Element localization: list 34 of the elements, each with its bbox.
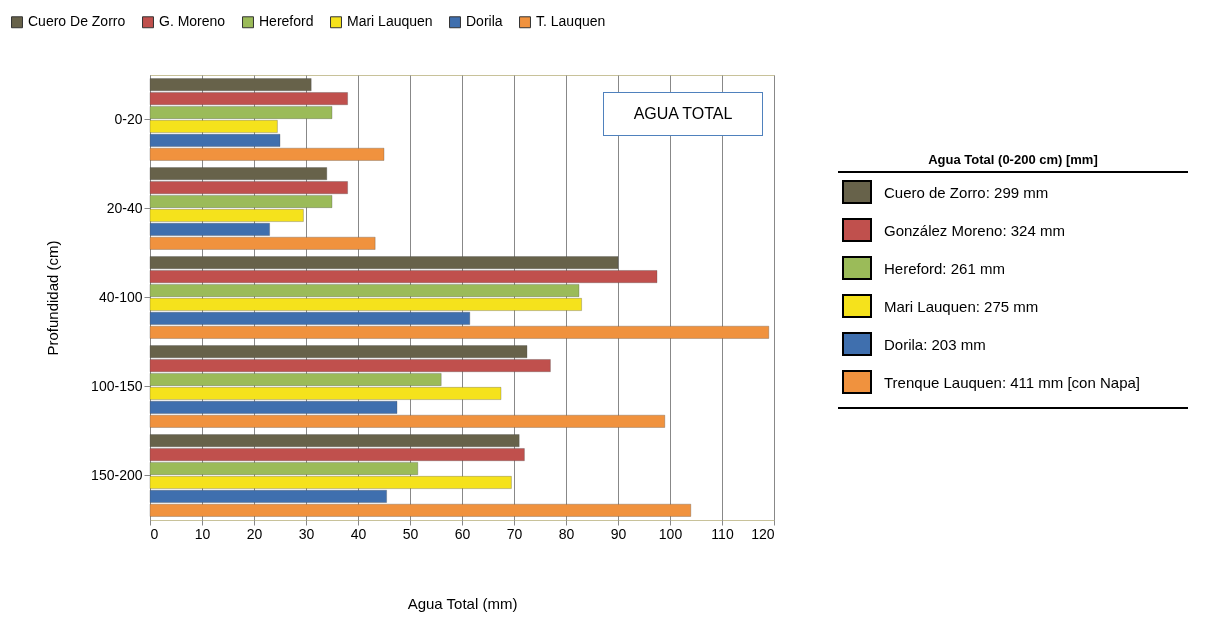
legend-label: T. Lauquen (536, 13, 606, 30)
x-tick-label: 70 (506, 525, 523, 542)
x-tick-label: 30 (298, 525, 315, 542)
text: González Moreno: 324 mm (884, 221, 1065, 239)
text: Mari Lauquen: 275 mm (884, 297, 1039, 315)
text: Trenque Lauquen: 411 mm [con Napa] (884, 373, 1140, 391)
x-tick-label: 120 (751, 525, 775, 542)
y-tick-label: 100-150 (91, 377, 143, 394)
x-tick-label: 20 (246, 525, 263, 542)
x-tick-label: 80 (558, 525, 575, 542)
legend-label: Dorila (466, 13, 503, 30)
y-tick-label: 0-20 (114, 110, 143, 127)
text: Agua Total (0-200 cm) [mm] (838, 152, 1188, 173)
legend-label: G. Moreno (159, 13, 226, 30)
y-axis-title: Profundidad (cm) (44, 240, 62, 356)
y-tick-label: 40-100 (98, 288, 143, 305)
x-tick-label: 60 (454, 525, 471, 542)
x-tick-label: 10 (194, 525, 211, 542)
y-tick-label: 20-40 (106, 199, 143, 216)
x-tick-label: 90 (610, 525, 627, 542)
y-tick-label: 150-200 (91, 466, 143, 483)
legend-label: Cuero De Zorro (28, 13, 126, 30)
legend-label: Hereford (259, 13, 314, 30)
x-tick-label: 110 (711, 525, 734, 542)
text: Cuero de Zorro: 299 mm (884, 183, 1049, 201)
text-box: AGUA TOTAL (603, 92, 763, 136)
text: Dorila: 203 mm (884, 335, 986, 353)
x-tick-label: 50 (402, 525, 419, 542)
x-tick-label: 0 (150, 525, 159, 542)
x-axis-title: Agua Total (mm) (407, 594, 518, 612)
x-tick-label: 40 (350, 525, 367, 542)
legend-label: Mari Lauquen (347, 13, 433, 30)
x-tick-label: 100 (658, 525, 683, 542)
text: Hereford: 261 mm (884, 259, 1005, 277)
